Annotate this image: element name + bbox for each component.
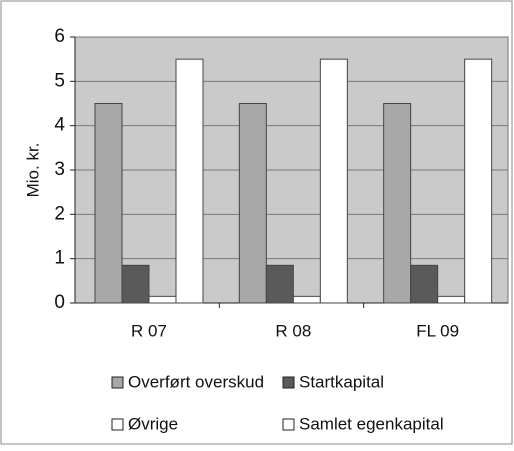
legend-label: Overført overskud xyxy=(128,372,264,391)
y-tick-label: 6 xyxy=(54,26,65,47)
bar xyxy=(148,295,177,304)
legend-swatch xyxy=(111,376,124,389)
bar xyxy=(175,58,204,304)
y-tick-label: 0 xyxy=(54,292,65,313)
bar xyxy=(383,103,412,304)
x-tick-label: R 07 xyxy=(131,321,167,340)
bar xyxy=(464,58,493,304)
legend-swatch xyxy=(111,418,124,431)
bar xyxy=(121,264,150,304)
legend-label: Samlet egenkapital xyxy=(299,414,444,433)
bar xyxy=(238,103,267,304)
legend-swatch xyxy=(282,418,295,431)
legend-swatch xyxy=(282,376,295,389)
y-tick-label: 1 xyxy=(54,248,65,269)
x-tick-label: FL 09 xyxy=(416,321,459,340)
bar xyxy=(319,58,348,304)
y-axis-label: Mio. kr. xyxy=(23,143,42,198)
bar xyxy=(94,103,123,304)
y-tick-label: 4 xyxy=(54,115,65,136)
bar xyxy=(292,295,321,304)
x-tick-label: R 08 xyxy=(275,321,311,340)
bar xyxy=(265,264,294,304)
y-tick-label: 2 xyxy=(54,203,65,224)
bar xyxy=(410,264,439,304)
legend-label: Øvrige xyxy=(128,414,178,433)
bar xyxy=(437,295,466,304)
y-tick-label: 5 xyxy=(54,70,65,91)
legend-label: Startkapital xyxy=(299,372,384,391)
y-tick-label: 3 xyxy=(54,159,65,180)
